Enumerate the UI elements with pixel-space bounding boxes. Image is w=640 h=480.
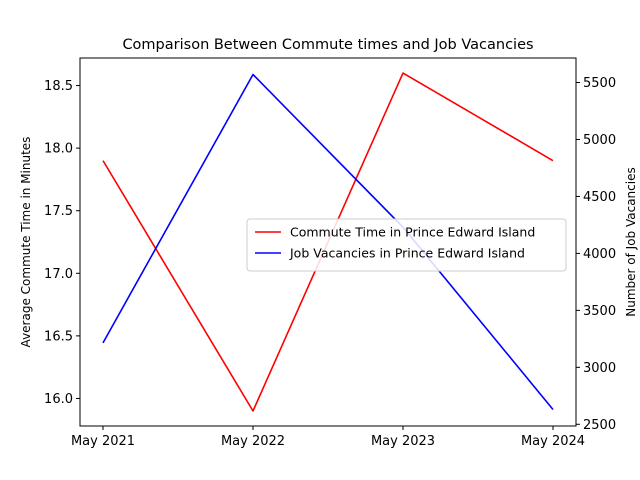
right-y-axis-label: Number of Job Vacancies	[624, 167, 638, 316]
left-y-tick-label: 18.0	[44, 142, 73, 157]
left-y-tick-label: 17.5	[44, 204, 73, 219]
right-y-axis: 2500 3000 3500 4000 4500 5000 5500	[576, 76, 616, 433]
legend-label: Job Vacancies in Prince Edward Island	[289, 246, 525, 261]
right-y-tick-label: 4000	[583, 247, 616, 262]
plot-frame	[79, 57, 577, 427]
x-tick-label: May 2023	[371, 434, 435, 449]
x-tick-label: May 2021	[71, 434, 135, 449]
left-y-axis-label: Average Commute Time in Minutes	[19, 137, 33, 348]
right-y-tick-label: 5000	[583, 133, 616, 148]
left-y-tick-label: 16.5	[44, 329, 73, 344]
legend-label: Commute Time in Prince Edward Island	[290, 225, 535, 240]
right-y-tick-label: 5500	[583, 76, 616, 91]
right-y-tick-label: 3500	[583, 304, 616, 319]
x-axis: May 2021 May 2022 May 2023 May 2024	[71, 426, 585, 449]
legend: Commute Time in Prince Edward Island Job …	[246, 218, 567, 272]
x-tick-label: May 2022	[221, 434, 285, 449]
left-y-tick-label: 18.5	[44, 79, 73, 94]
left-y-tick-label: 16.0	[44, 392, 73, 407]
right-y-tick-label: 3000	[583, 361, 616, 376]
x-tick-label: May 2024	[521, 434, 585, 449]
left-y-tick-label: 17.0	[44, 267, 73, 282]
legend-box	[246, 218, 567, 272]
right-y-tick-label: 2500	[583, 418, 616, 433]
right-y-tick-label: 4500	[583, 190, 616, 205]
left-y-axis: 16.0 16.5 17.0 17.5 18.0 18.5	[44, 79, 80, 407]
series-line-2	[102, 73, 554, 410]
chart-title: Comparison Between Commute times and Job…	[122, 37, 533, 53]
